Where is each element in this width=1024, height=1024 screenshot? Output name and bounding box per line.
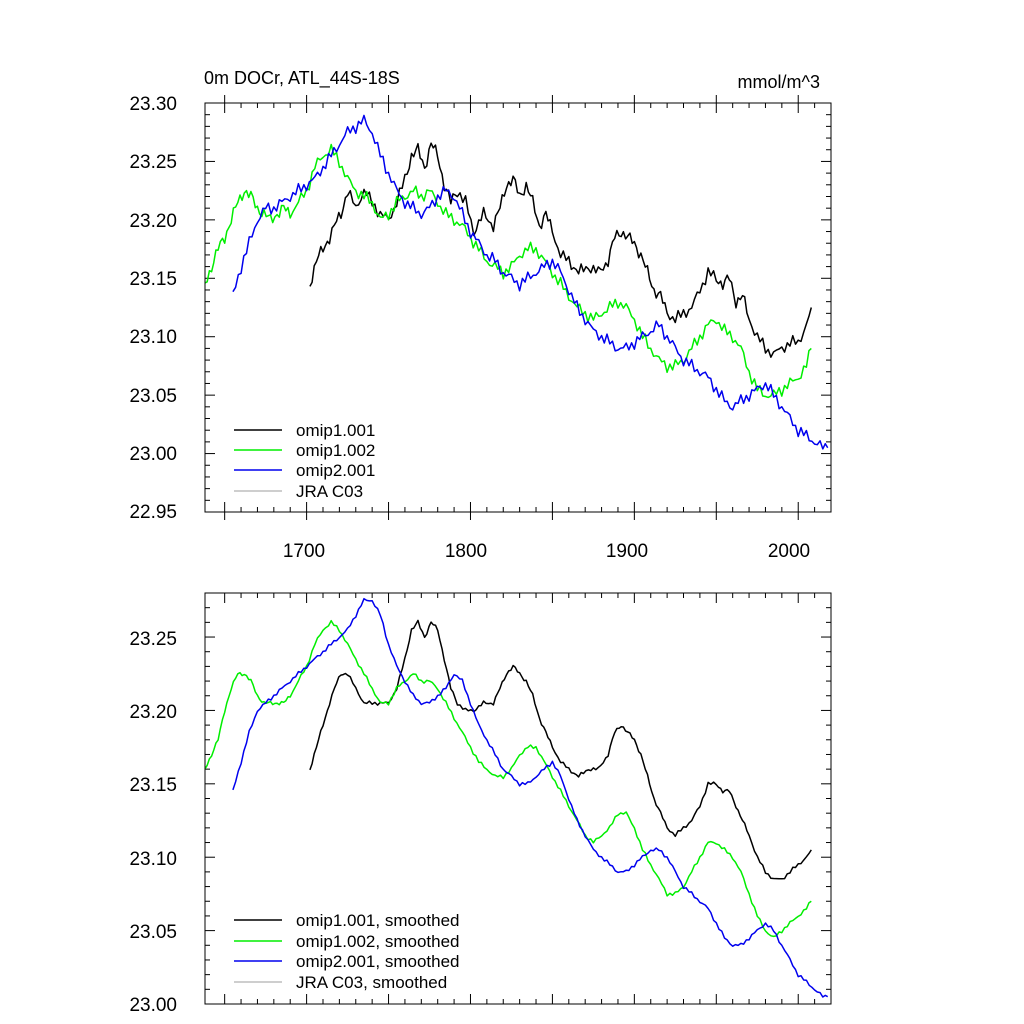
series-line-omip1-001 xyxy=(309,142,813,358)
bottom-y-tick-label: 23.00 xyxy=(129,995,177,1016)
top-y-tick-label: 23.25 xyxy=(129,152,177,173)
top-y-tick-labels: 22.95 23.00 23.05 23.10 23.15 23.20 23.2… xyxy=(129,94,177,523)
bottom-y-tick-label: 23.25 xyxy=(129,629,177,650)
top-x-tick-label: 1700 xyxy=(283,541,325,562)
legend-label-omip2-001: omip2.001 xyxy=(296,461,375,480)
top-x-tick-label: 2000 xyxy=(768,541,810,562)
legend-label-jra-c03: JRA C03 xyxy=(296,482,363,501)
top-y-tick-label: 23.15 xyxy=(129,269,177,290)
legend-label-omip1-001: omip1.001 xyxy=(296,421,375,440)
bottom-panel: 23.00 23.05 23.10 23.15 23.20 23.25 omip… xyxy=(129,592,832,1016)
top-chart-title: 0m DOCr, ATL_44S-18S xyxy=(204,68,400,89)
legend-label-omip2-001-smoothed: omip2.001, smoothed xyxy=(296,952,460,971)
legend-label-jra-c03-smoothed: JRA C03, smoothed xyxy=(296,973,447,992)
top-y-tick-label: 23.30 xyxy=(129,94,177,115)
top-x-tick-labels: 1700 1800 1900 2000 xyxy=(283,541,810,562)
series-line-omip2-001 xyxy=(232,114,829,450)
top-legend: omip1.001 omip1.002 omip2.001 JRA C03 xyxy=(234,421,375,501)
series-line-omip2-001-smoothed xyxy=(232,597,829,998)
series-line-omip1-002 xyxy=(204,143,812,399)
top-plot-area xyxy=(204,95,832,520)
top-x-tick-label: 1800 xyxy=(445,541,487,562)
bottom-y-tick-labels: 23.00 23.05 23.10 23.15 23.20 23.25 xyxy=(129,629,177,1016)
bottom-y-tick-label: 23.10 xyxy=(129,849,177,870)
bottom-plot-frame xyxy=(204,592,832,1005)
top-axis-ticks xyxy=(205,95,832,520)
bottom-y-tick-label: 23.15 xyxy=(129,775,177,796)
top-y-tick-label: 23.00 xyxy=(129,444,177,465)
legend-label-omip1-002-smoothed: omip1.002, smoothed xyxy=(296,932,460,951)
legend-label-omip1-001-smoothed: omip1.001, smoothed xyxy=(296,911,460,930)
top-y-tick-label: 22.95 xyxy=(129,502,177,523)
legend-label-omip1-002: omip1.002 xyxy=(296,441,375,460)
top-chart-units: mmol/m^3 xyxy=(738,72,820,92)
top-plot-frame xyxy=(204,102,832,513)
top-y-tick-label: 23.05 xyxy=(129,386,177,407)
series-line-omip1-002-smoothed xyxy=(204,619,812,938)
top-y-tick-label: 23.10 xyxy=(129,327,177,348)
top-panel: 0m DOCr, ATL_44S-18S mmol/m^3 1700 1800 … xyxy=(129,68,832,562)
top-y-tick-label: 23.20 xyxy=(129,211,177,232)
bottom-legend: omip1.001, smoothed omip1.002, smoothed … xyxy=(234,911,460,992)
top-x-tick-label: 1900 xyxy=(606,541,648,562)
bottom-plot-area xyxy=(204,592,832,1005)
bottom-y-tick-label: 23.05 xyxy=(129,922,177,943)
bottom-y-tick-label: 23.20 xyxy=(129,702,177,723)
